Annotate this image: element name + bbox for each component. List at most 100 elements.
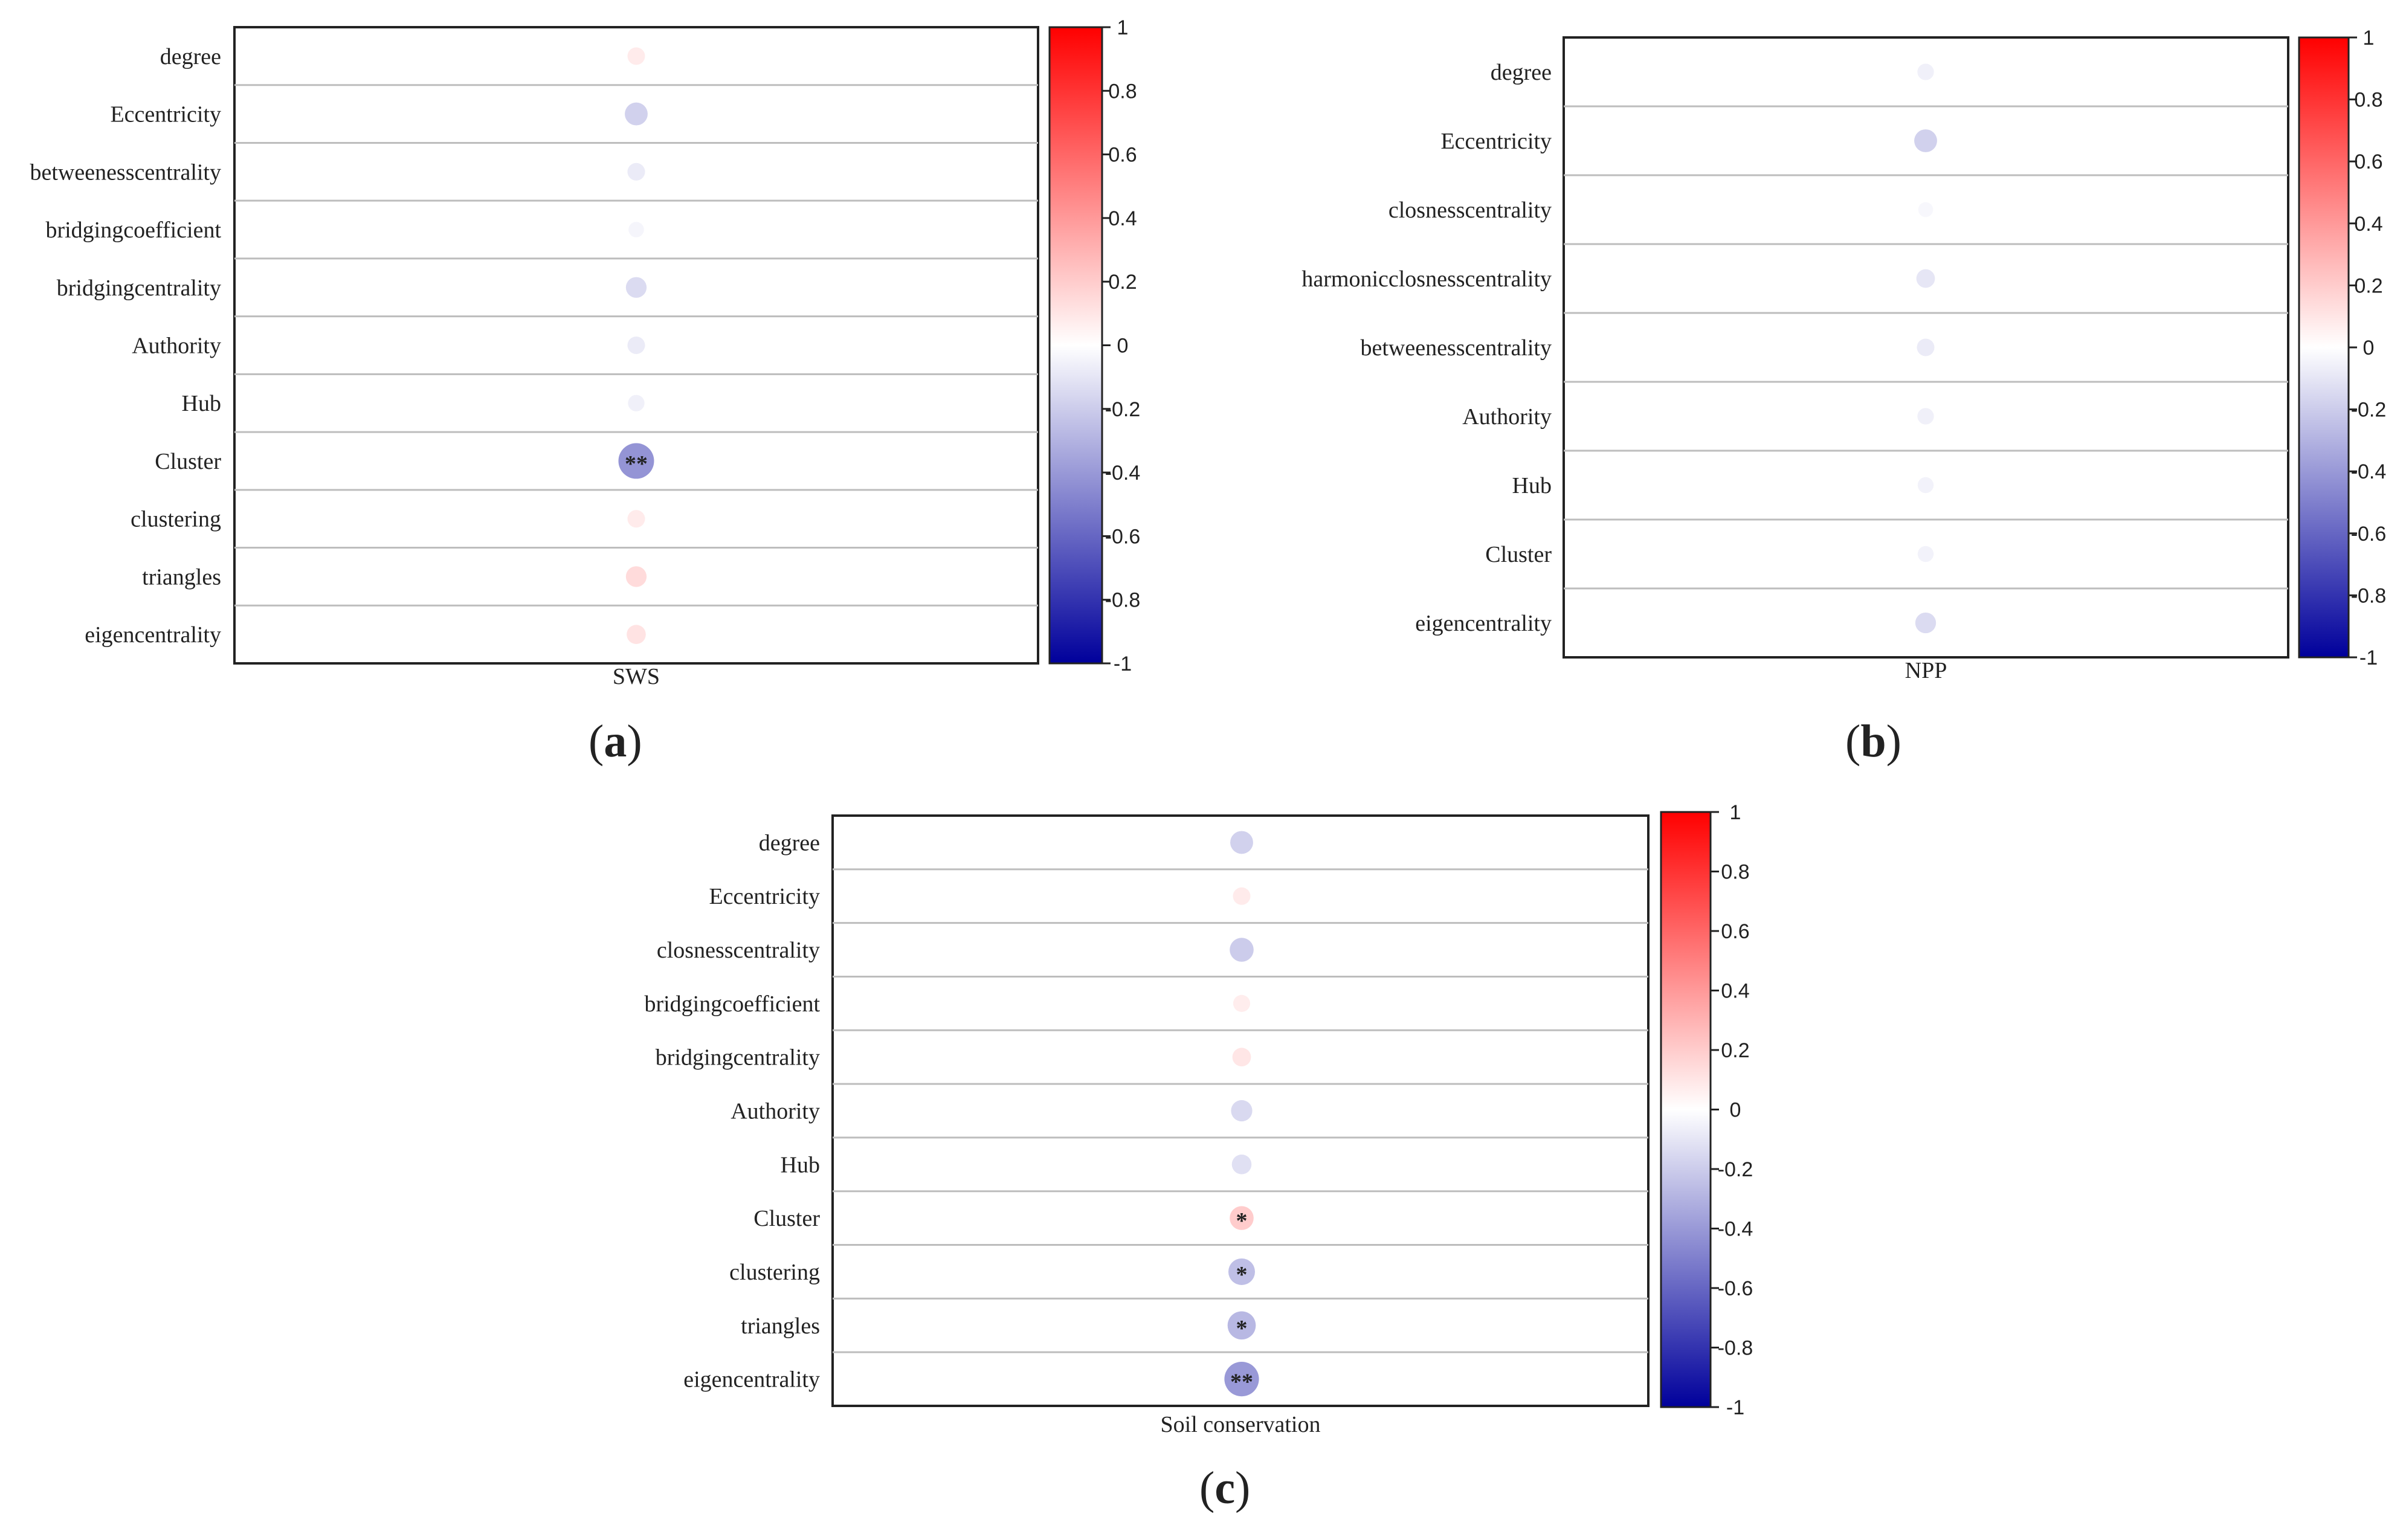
colorbar-tick-label: -0.2 — [1105, 398, 1141, 421]
correlation-bubble — [1917, 338, 1935, 356]
correlation-bubble — [625, 277, 647, 298]
correlation-bubble — [1916, 269, 1935, 288]
colorbar — [2298, 36, 2350, 659]
row-label: Hub — [1512, 473, 1552, 498]
colorbar-tick-label: -0.2 — [2351, 399, 2387, 422]
colorbar-tick-label: 0.6 — [1108, 144, 1137, 167]
correlation-bubble — [627, 625, 646, 644]
row-label: closnesscentrality — [1388, 198, 1552, 223]
correlation-bubble — [627, 510, 645, 528]
colorbar-tick-label: 1 — [1117, 16, 1129, 39]
colorbar-tick-label: 0.8 — [1108, 80, 1137, 103]
correlation-bubble — [628, 395, 645, 411]
correlation-bubble — [1233, 994, 1251, 1012]
row-label: Hub — [182, 391, 221, 416]
colorbar-tick-label: -0.6 — [2351, 523, 2387, 546]
correlation-bubble — [627, 47, 645, 65]
colorbar-tick-label: -0.2 — [1718, 1158, 1753, 1181]
correlation-bubble — [1915, 612, 1937, 634]
correlation-bubble — [1231, 1155, 1252, 1174]
colorbar-tick-label: -1 — [1114, 652, 1132, 675]
colorbar-tick-label: -0.8 — [1718, 1337, 1753, 1360]
correlation-bubble — [1917, 408, 1934, 425]
row-label: triangles — [142, 564, 221, 590]
colorbar-tick-label: 0 — [1730, 1099, 1741, 1122]
colorbar-tick-label: 0.4 — [1721, 980, 1749, 1003]
significance-mark: ** — [1230, 1370, 1253, 1395]
colorbar-tick-label: 1 — [1730, 801, 1741, 824]
correlation-bubble — [1917, 63, 1934, 80]
row-label: eigencentrality — [683, 1367, 820, 1393]
row-label: bridgingcentrality — [656, 1045, 820, 1071]
row-label: Authority — [132, 333, 221, 359]
colorbar-tick-label: -0.8 — [1105, 589, 1141, 612]
correlation-bubble — [1231, 1100, 1253, 1122]
colorbar-tick-label: 0.2 — [1108, 271, 1137, 294]
row-label: clustering — [131, 507, 221, 532]
row-label: Hub — [781, 1152, 820, 1178]
colorbar-tick-label: -0.4 — [2351, 460, 2387, 483]
row-label: Eccentricity — [110, 102, 221, 127]
row-label: harmonicclosnesscentrality — [1301, 266, 1552, 292]
row-label: bridgingcoefficient — [644, 991, 820, 1017]
colorbar-tick-label: -0.8 — [2351, 584, 2387, 607]
row-label: eigencentrality — [1415, 611, 1552, 636]
colorbar-tick-label: -0.4 — [1105, 462, 1141, 485]
row-label: degree — [759, 830, 820, 855]
row-label: Cluster — [1485, 542, 1552, 567]
row-label: betweenesscentrality — [1360, 335, 1552, 361]
row-label: Authority — [731, 1099, 820, 1124]
row-label: clustering — [729, 1260, 820, 1285]
correlation-bubble — [618, 443, 654, 479]
correlation-bubble — [625, 102, 648, 126]
correlation-bubble — [1917, 546, 1934, 562]
panel-b: degree Eccentricity closnesscentrality harm… — [1301, 27, 2386, 767]
correlation-bubble — [1914, 129, 1937, 152]
row-label: bridgingcoefficient — [45, 217, 221, 243]
correlation-bubble — [1230, 938, 1254, 962]
row-label: Eccentricity — [709, 884, 820, 909]
panel-a: degree Eccentricity betweenesscentrality br… — [30, 16, 1140, 767]
colorbar-tick-label: 0.2 — [2354, 274, 2382, 297]
correlation-bubble — [1917, 477, 1934, 494]
correlation-bubble — [628, 222, 644, 237]
row-label: degree — [1491, 60, 1552, 85]
row-label: Eccentricity — [1440, 129, 1552, 154]
colorbar-tick-label: -1 — [2359, 646, 2378, 669]
row-label: eigencentrality — [85, 622, 221, 648]
colorbar-tick-label: -0.4 — [1718, 1218, 1753, 1241]
significance-mark: * — [1236, 1262, 1248, 1287]
colorbar-tick-label: 0.4 — [2354, 213, 2382, 236]
colorbar — [1660, 811, 1712, 1408]
correlation-bubble — [627, 336, 645, 355]
colorbar-tick-label: -0.6 — [1718, 1277, 1753, 1300]
colorbar-tick-label: 0 — [1117, 335, 1129, 358]
colorbar-tick-label: 0.8 — [2354, 89, 2382, 112]
column-label: SWS — [613, 664, 660, 689]
colorbar-tick-label: 0.8 — [1721, 861, 1749, 884]
row-label: betweenesscentrality — [30, 159, 221, 185]
correlation-bubble — [1233, 887, 1251, 905]
correlation-bubble — [1230, 1206, 1254, 1230]
row-label: Cluster — [753, 1206, 820, 1231]
colorbar-tick-label: 0.2 — [1721, 1039, 1749, 1062]
colorbar-tick-label: 1 — [2363, 27, 2375, 50]
colorbar — [1048, 26, 1103, 665]
row-label: degree — [160, 44, 221, 69]
colorbar-tick-label: -1 — [1726, 1396, 1744, 1419]
significance-mark: * — [1236, 1316, 1248, 1341]
panel-label: (c) — [1199, 1463, 1250, 1513]
colorbar-tick-label: -0.6 — [1105, 525, 1141, 548]
correlation-bubble — [1232, 1048, 1251, 1067]
correlation-bubble — [627, 163, 645, 181]
correlation-bubble — [1228, 1258, 1255, 1285]
correlation-bubble — [625, 566, 647, 587]
colorbar-tick-label: 0.6 — [1721, 920, 1749, 943]
correlation-bubble — [1224, 1361, 1259, 1397]
significance-mark: * — [1236, 1208, 1248, 1234]
column-label: NPP — [1905, 658, 1947, 683]
significance-mark: ** — [625, 451, 648, 477]
correlation-bubble — [1227, 1311, 1256, 1340]
row-label: triangles — [741, 1313, 820, 1339]
